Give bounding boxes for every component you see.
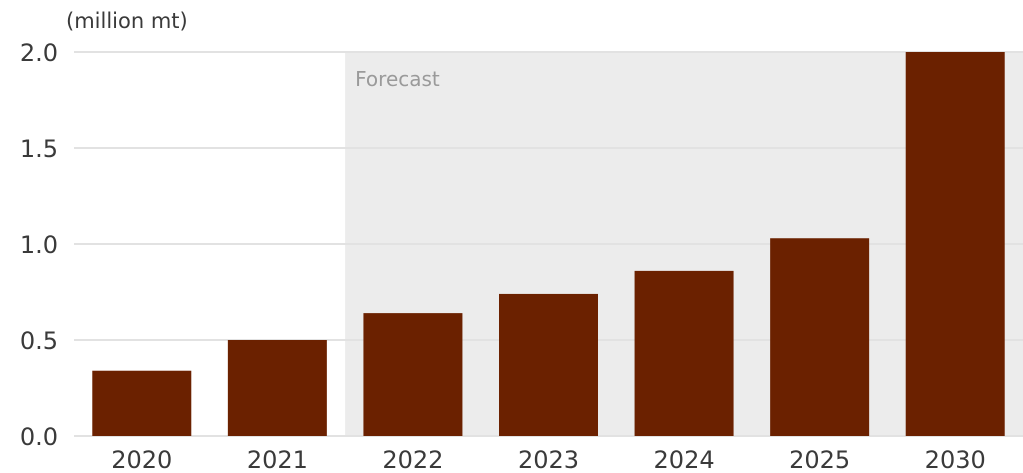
x-tick-label-2023: 2023 [518,446,579,473]
bar-2022 [363,313,463,436]
x-tick-label-2030: 2030 [925,446,986,473]
x-tick-label-2022: 2022 [382,446,443,473]
x-axis-tick-labels: 2020 2021 2022 2023 2024 2025 2030 [111,446,986,473]
y-axis-tick-labels: 0.0 0.5 1.0 1.5 2.0 [20,39,58,451]
x-tick-label-2021: 2021 [247,446,308,473]
y-tick-label: 2.0 [20,39,58,67]
bar-2025 [770,238,870,436]
x-tick-label-2020: 2020 [111,446,172,473]
bar-2030 [905,52,1005,436]
bar-2020 [92,370,192,436]
y-tick-label: 1.5 [20,135,58,163]
y-tick-label: 0.5 [20,327,58,355]
x-tick-label-2025: 2025 [789,446,850,473]
bar-2023 [499,293,598,436]
y-axis-unit-label: (million mt) [66,9,188,33]
y-tick-label: 0.0 [20,423,58,451]
bar-2024 [634,270,734,436]
forecast-label: Forecast [355,67,440,91]
x-tick-label-2024: 2024 [654,446,715,473]
bar-2021 [227,340,327,436]
bars [92,52,1005,436]
y-tick-label: 1.0 [20,231,58,259]
